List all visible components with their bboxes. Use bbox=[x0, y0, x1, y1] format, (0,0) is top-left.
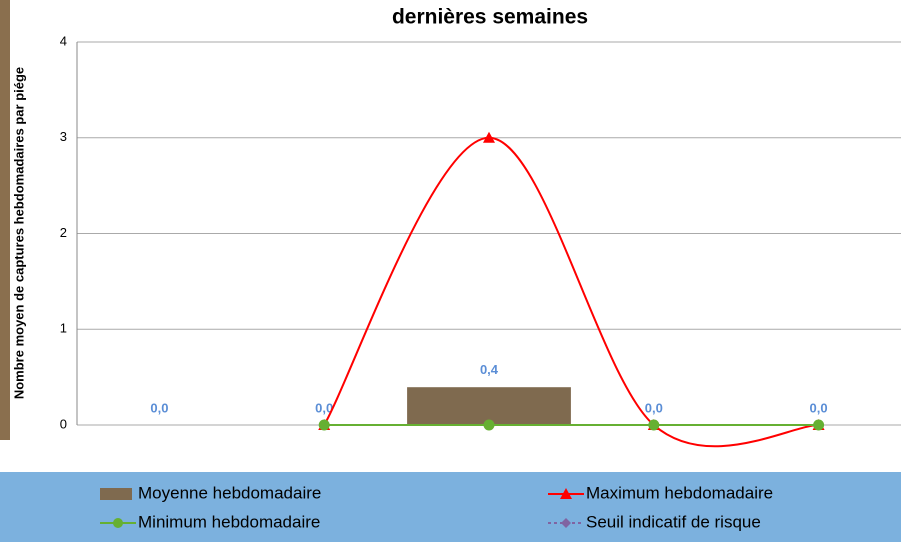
chart: dernières semaines Nombre moyen de captu… bbox=[0, 0, 901, 542]
line-marker bbox=[813, 420, 824, 431]
legend-label: Minimum hebdomadaire bbox=[138, 512, 320, 531]
side-image-strip bbox=[0, 0, 10, 440]
y-axis-label: Nombre moyen de captures hebdomadaires p… bbox=[11, 67, 26, 399]
legend-marker bbox=[113, 518, 123, 528]
line-marker bbox=[319, 420, 330, 431]
value-label: 0,4 bbox=[480, 362, 499, 377]
chart-title: dernières semaines bbox=[392, 6, 588, 29]
value-label: 0,0 bbox=[150, 400, 168, 415]
legend-swatch bbox=[100, 488, 132, 500]
legend-label: Seuil indicatif de risque bbox=[586, 512, 761, 531]
value-label: 0,0 bbox=[645, 400, 663, 415]
bar bbox=[407, 387, 572, 425]
line-marker bbox=[484, 420, 495, 431]
legend-label: Moyenne hebdomadaire bbox=[138, 483, 321, 502]
value-label: 0,0 bbox=[810, 400, 828, 415]
y-tick-label: 2 bbox=[60, 225, 67, 240]
line-marker bbox=[648, 420, 659, 431]
y-tick-label: 4 bbox=[60, 33, 67, 48]
y-tick-label: 0 bbox=[60, 416, 67, 431]
legend-label: Maximum hebdomadaire bbox=[586, 483, 773, 502]
y-tick-label: 3 bbox=[60, 129, 67, 144]
y-tick-label: 1 bbox=[60, 321, 67, 336]
